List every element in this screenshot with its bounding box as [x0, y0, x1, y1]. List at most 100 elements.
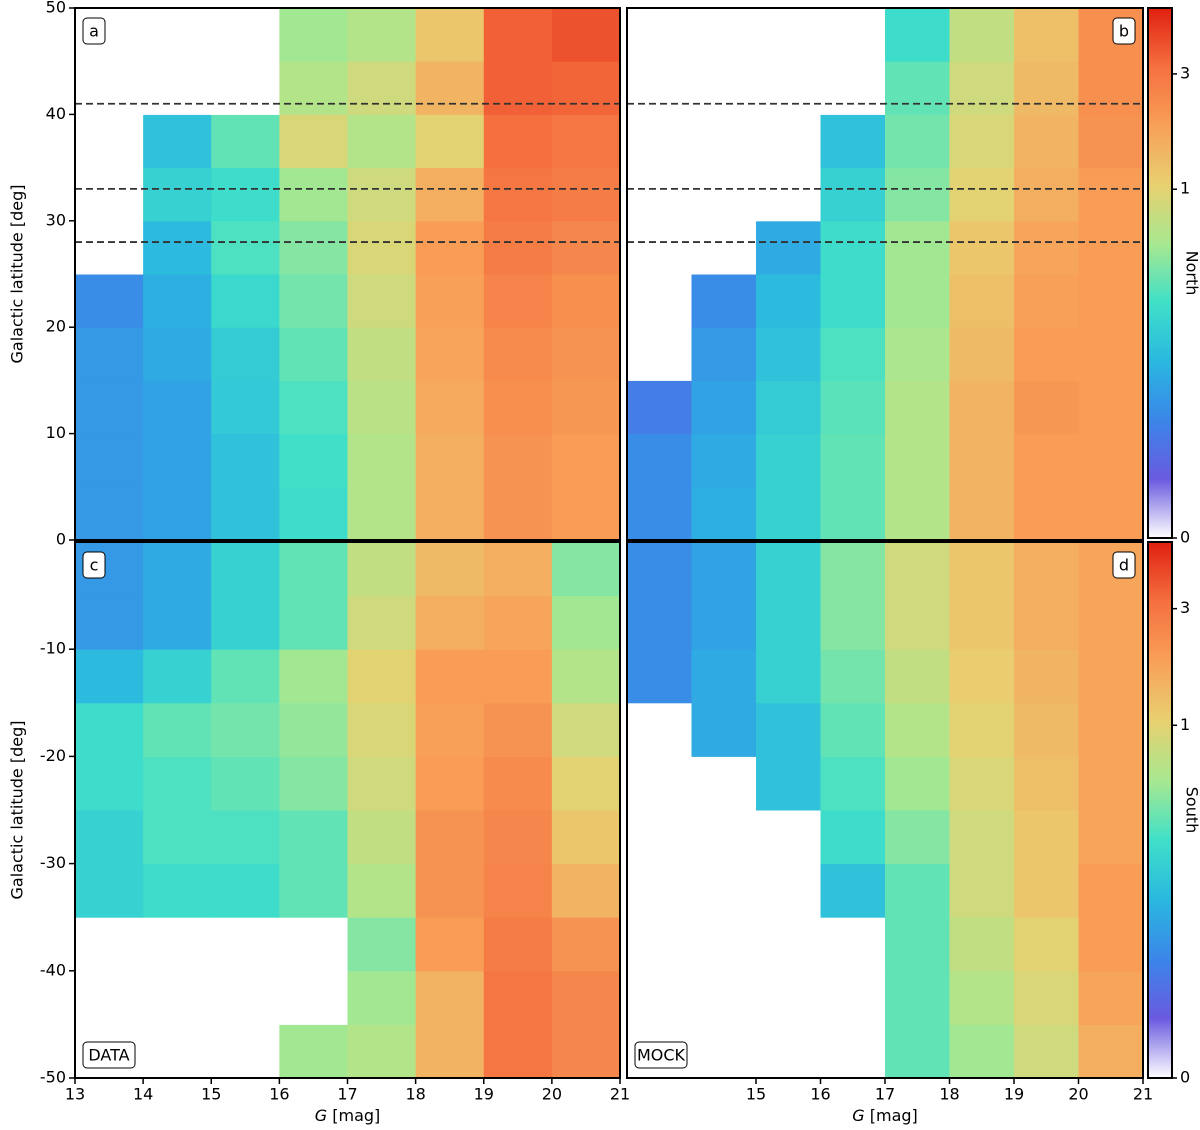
- y-tick-label: -30: [40, 853, 66, 872]
- heat-cell: [143, 380, 212, 435]
- heat-cell: [279, 917, 348, 972]
- colorbar-tick-label: 0: [1180, 528, 1190, 547]
- heat-cell: [756, 542, 821, 597]
- heat-cell: [1078, 970, 1144, 1025]
- x-tick-label: 15: [746, 1085, 766, 1104]
- heat-cell: [551, 380, 621, 435]
- x-tick-label: 20: [542, 1085, 562, 1104]
- heat-cell: [415, 380, 485, 435]
- heat-cell: [347, 1024, 417, 1079]
- heat-cell: [279, 702, 348, 757]
- panel-label: b: [1119, 22, 1129, 41]
- heat-cell: [1014, 649, 1079, 704]
- heat-cell: [627, 542, 692, 597]
- heat-cell: [483, 542, 553, 597]
- heat-cell: [347, 810, 417, 865]
- heat-cell: [820, 327, 886, 381]
- heat-cell: [949, 486, 1015, 541]
- heat-cell: [691, 327, 757, 381]
- heat-cell: [1014, 380, 1079, 435]
- heat-cell: [347, 380, 417, 435]
- heat-cell: [415, 1024, 485, 1079]
- heat-cell: [885, 486, 950, 541]
- heat-cell: [483, 1024, 553, 1079]
- heat-cell: [1078, 486, 1144, 541]
- heat-cell: [691, 61, 757, 115]
- x-tick-label: 17: [337, 1085, 357, 1104]
- heat-cell: [1078, 433, 1144, 488]
- heat-cell: [551, 810, 621, 865]
- heat-cell: [211, 542, 280, 597]
- heat-cell: [75, 702, 144, 757]
- axes-frame: [626, 7, 1144, 541]
- heat-cell: [143, 756, 212, 811]
- heat-cell: [1078, 595, 1144, 650]
- heat-cell: [756, 274, 821, 328]
- heat-cell: [143, 327, 212, 381]
- heat-cell: [415, 486, 485, 541]
- heat-cell: [756, 810, 821, 865]
- heat-cell: [1078, 810, 1144, 865]
- heat-cell: [75, 486, 144, 541]
- heat-cell: [551, 970, 621, 1025]
- heat-cell: [551, 274, 621, 328]
- heat-cell: [756, 649, 821, 704]
- heat-cell: [483, 8, 553, 62]
- heat-cell: [143, 542, 212, 597]
- heat-cell: [820, 167, 886, 222]
- heat-cell: [551, 167, 621, 222]
- y-tick-label: -20: [40, 746, 66, 765]
- heat-cell: [415, 8, 485, 62]
- heat-cell: [691, 380, 757, 435]
- heat-cell: [279, 970, 348, 1025]
- heat-cell: [551, 114, 621, 169]
- heat-cell: [143, 167, 212, 222]
- colorbar-tick-label: 1: [1180, 715, 1190, 734]
- heat-cell: [691, 274, 757, 328]
- x-tick-label: 21: [610, 1085, 630, 1104]
- heat-cell: [885, 380, 950, 435]
- heat-cell: [1014, 167, 1079, 222]
- heat-cell: [949, 274, 1015, 328]
- heat-cell: [1078, 649, 1144, 704]
- heat-cell: [1014, 114, 1079, 169]
- heat-cell: [143, 970, 212, 1025]
- heat-cell: [949, 114, 1015, 169]
- heat-cell: [211, 970, 280, 1025]
- heat-cell: [949, 167, 1015, 222]
- heat-cell: [551, 433, 621, 488]
- panel-tag: MOCK: [637, 1046, 686, 1065]
- heat-cell: [483, 167, 553, 222]
- heat-cell: [949, 8, 1015, 62]
- heat-cell: [279, 327, 348, 381]
- heat-cell: [949, 756, 1015, 811]
- heat-cell: [756, 1024, 821, 1079]
- x-tick-label: 16: [810, 1085, 830, 1104]
- heat-cell: [885, 8, 950, 62]
- heat-cell: [949, 649, 1015, 704]
- colorbar-label: South: [1183, 787, 1200, 834]
- heat-cell: [279, 433, 348, 488]
- heat-cell: [551, 220, 621, 275]
- y-tick-label: 20: [46, 317, 66, 336]
- heat-cell: [347, 863, 417, 918]
- heat-cell: [756, 486, 821, 541]
- heat-cell: [551, 756, 621, 811]
- x-axis-title: G [mag]: [852, 1106, 918, 1125]
- heat-cell: [1014, 917, 1079, 972]
- heat-cell: [1078, 327, 1144, 381]
- y-tick-label: 30: [46, 210, 66, 229]
- label-box: [1112, 17, 1136, 45]
- heat-cell: [627, 702, 692, 757]
- heat-cell: [551, 61, 621, 115]
- heat-cell: [211, 486, 280, 541]
- heat-cell: [949, 61, 1015, 115]
- heat-cell: [627, 649, 692, 704]
- heat-cell: [885, 810, 950, 865]
- heat-cell: [483, 863, 553, 918]
- heat-cell: [820, 1024, 886, 1079]
- heat-cell: [1014, 1024, 1079, 1079]
- heat-cell: [211, 61, 280, 115]
- heat-cell: [551, 649, 621, 704]
- heat-cell: [756, 380, 821, 435]
